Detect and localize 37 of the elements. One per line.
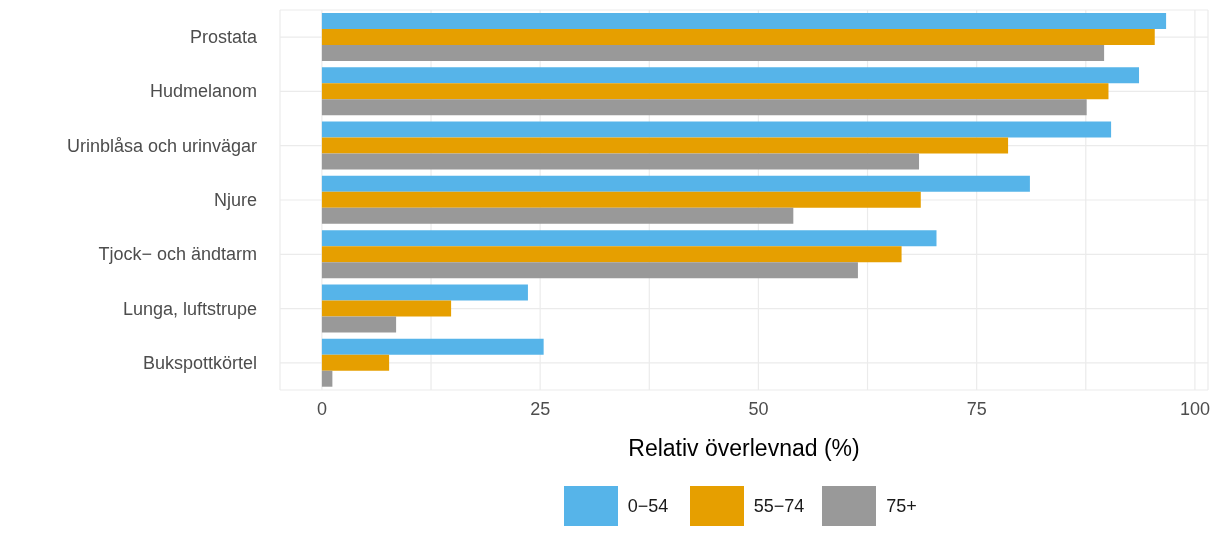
y-tick-label: Lunga, luftstrupe <box>122 298 257 319</box>
bar <box>321 29 1155 45</box>
y-tick-label: Tjock− och ändtarm <box>98 244 257 265</box>
y-tick-label: Hudmelanom <box>149 81 257 102</box>
legend-label: 75+ <box>886 495 918 517</box>
bar <box>321 137 1009 154</box>
y-tick-label: Urinblåsa och urinvägar <box>66 135 257 156</box>
y-tick-label: Bukspottkörtel <box>142 352 257 373</box>
y-tick-label: Njure <box>213 190 257 210</box>
bar <box>321 121 1112 138</box>
bar <box>321 67 1140 84</box>
bar <box>321 284 528 301</box>
bar <box>321 246 902 263</box>
bar <box>321 338 544 355</box>
x-tick-label: 50 <box>748 398 769 419</box>
x-tick-label: 0 <box>316 398 327 419</box>
bar <box>321 262 858 279</box>
x-tick-label: 100 <box>1179 398 1210 419</box>
y-tick-label: Prostata <box>189 27 258 48</box>
bar <box>321 83 1109 100</box>
x-tick-label: 75 <box>966 398 987 419</box>
bar <box>321 13 1167 29</box>
bar <box>321 207 794 224</box>
bar <box>321 45 1105 61</box>
bar <box>321 99 1087 116</box>
legend-label: 0−54 <box>627 495 670 517</box>
bar <box>321 370 333 387</box>
bar <box>321 191 921 208</box>
bar <box>321 230 937 247</box>
x-tick-label: 25 <box>530 398 551 419</box>
bar <box>321 300 452 317</box>
bar <box>321 316 397 333</box>
bar <box>321 175 1030 192</box>
legend-label: 55−74 <box>753 495 805 517</box>
x-axis-title: Relativ överlevnad (%) <box>628 435 860 461</box>
bar <box>321 354 390 371</box>
bar <box>321 153 920 170</box>
